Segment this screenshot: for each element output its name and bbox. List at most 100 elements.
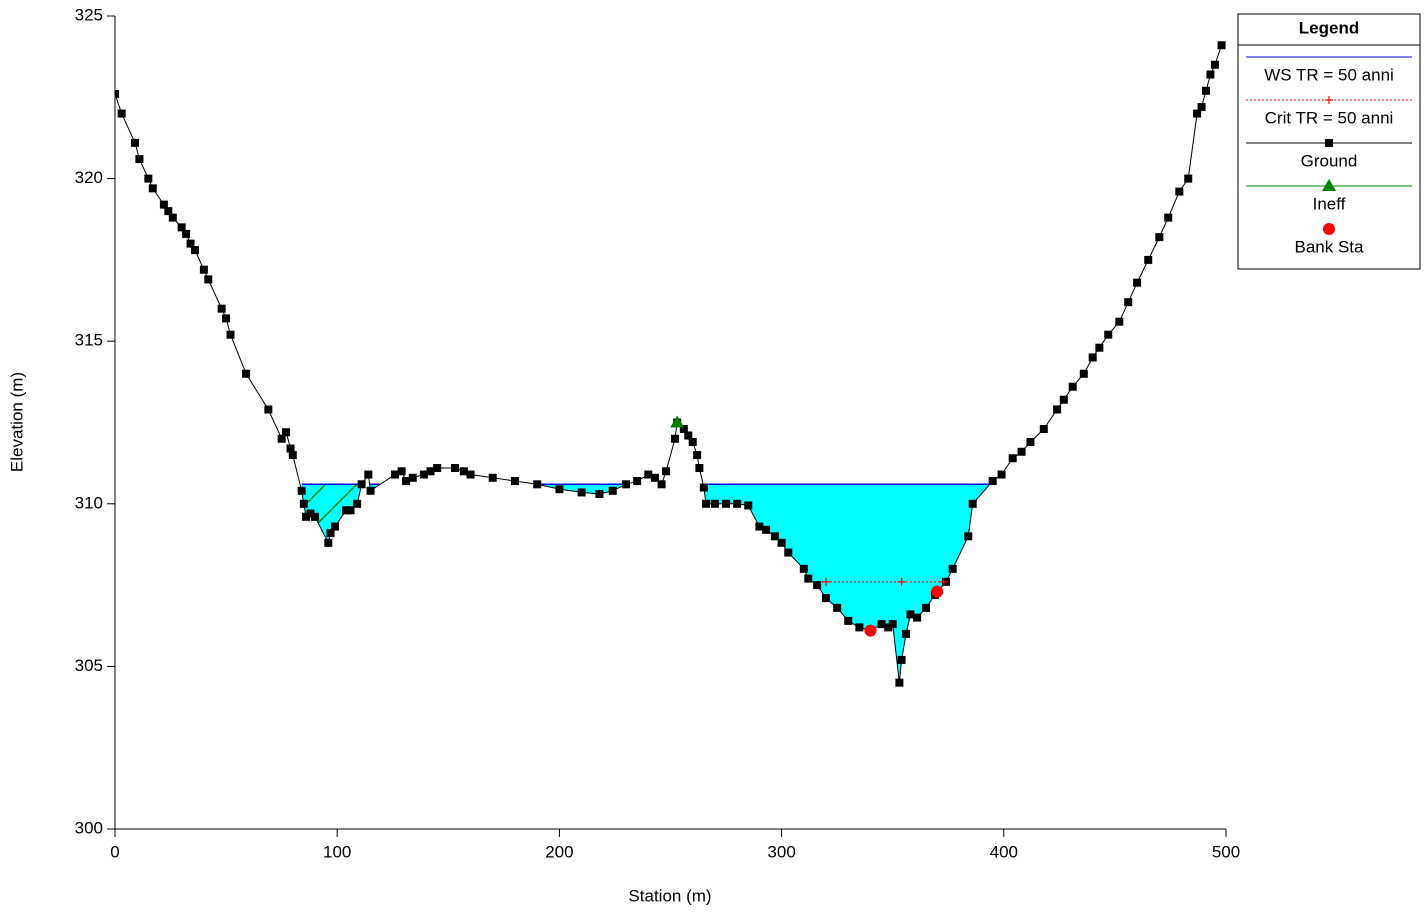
ground-point bbox=[988, 477, 997, 486]
ground-point bbox=[148, 184, 157, 193]
legend-label: Ineff bbox=[1313, 194, 1346, 213]
ground-point bbox=[264, 405, 273, 414]
ground-point bbox=[608, 486, 617, 495]
legend-label: Bank Sta bbox=[1295, 237, 1365, 256]
x-tick-label: 300 bbox=[767, 842, 795, 861]
ground-point bbox=[695, 464, 704, 473]
ground-point bbox=[533, 480, 542, 489]
ground-point bbox=[1144, 255, 1153, 264]
ground-point bbox=[895, 678, 904, 687]
ground-point bbox=[277, 434, 286, 443]
ground-point bbox=[744, 501, 753, 510]
ground-point bbox=[459, 467, 468, 476]
ground-point bbox=[242, 369, 251, 378]
ground-point bbox=[390, 470, 399, 479]
ground-point bbox=[688, 438, 697, 447]
ground-point bbox=[1217, 41, 1226, 50]
ground-point bbox=[1164, 213, 1173, 222]
crit-point bbox=[897, 577, 906, 586]
axes: 0 100 200 300 400 500 300 305 310 315 320 325 bbox=[75, 5, 1241, 861]
ground-point bbox=[366, 486, 375, 495]
x-tick-label: 0 bbox=[110, 842, 119, 861]
ground-point bbox=[702, 499, 711, 508]
ground-point bbox=[968, 499, 977, 508]
ground-point bbox=[130, 138, 139, 147]
x-tick-label: 100 bbox=[323, 842, 351, 861]
legend-label: WS TR = 50 anni bbox=[1264, 65, 1394, 84]
y-tick-label: 320 bbox=[75, 168, 103, 187]
ground-point bbox=[877, 620, 886, 629]
ground-point bbox=[164, 207, 173, 216]
ground-point bbox=[855, 623, 864, 632]
ground-point bbox=[1155, 233, 1164, 242]
bank-station bbox=[931, 585, 944, 598]
ground-point bbox=[135, 155, 144, 164]
ground-point bbox=[450, 464, 459, 473]
ground-point bbox=[650, 473, 659, 482]
ground-point bbox=[408, 473, 417, 482]
ground-point bbox=[282, 428, 291, 437]
ground-point bbox=[997, 470, 1006, 479]
ground-point bbox=[770, 532, 779, 541]
ground-point bbox=[286, 444, 295, 453]
ground-point bbox=[1059, 395, 1068, 404]
ground-point bbox=[710, 499, 719, 508]
ground-point bbox=[159, 200, 168, 209]
ground-point bbox=[1175, 187, 1184, 196]
ground-point bbox=[466, 470, 475, 479]
ground-point bbox=[433, 464, 442, 473]
ground-point bbox=[1193, 109, 1202, 118]
legend-marker bbox=[1325, 139, 1333, 147]
legend-marker bbox=[1322, 179, 1336, 191]
legend-marker bbox=[1325, 96, 1333, 104]
ground-point bbox=[217, 304, 226, 313]
ground-point bbox=[684, 431, 693, 440]
ground-point bbox=[833, 603, 842, 612]
ground-point bbox=[402, 477, 411, 486]
ground-point bbox=[1104, 330, 1113, 339]
ground-point bbox=[397, 467, 406, 476]
ground-point bbox=[1008, 454, 1017, 463]
ground-point bbox=[897, 655, 906, 664]
ground-point bbox=[204, 275, 213, 284]
ground-point bbox=[913, 613, 922, 622]
ground-point bbox=[577, 488, 586, 497]
ground-point bbox=[117, 109, 126, 118]
ground-point bbox=[1202, 86, 1211, 95]
ground-point bbox=[330, 522, 339, 531]
y-axis-label: Elevation (m) bbox=[7, 372, 26, 472]
ground-point bbox=[177, 223, 186, 232]
ground-point bbox=[595, 490, 604, 499]
legend-label: Crit TR = 50 anni bbox=[1265, 108, 1394, 127]
ground-point bbox=[657, 480, 666, 489]
ground-point bbox=[699, 483, 708, 492]
ground-point bbox=[964, 532, 973, 541]
ground-point bbox=[488, 473, 497, 482]
ground-point bbox=[1095, 343, 1104, 352]
ground-point bbox=[844, 616, 853, 625]
ground-point bbox=[342, 506, 351, 515]
ground-point bbox=[799, 564, 808, 573]
ground-point bbox=[1184, 174, 1193, 183]
ground-point bbox=[1079, 369, 1088, 378]
ground-point bbox=[186, 239, 195, 248]
ground-point bbox=[302, 512, 311, 521]
ground-point bbox=[346, 506, 355, 515]
y-tick-label: 310 bbox=[75, 493, 103, 512]
ground-point bbox=[777, 538, 786, 547]
ground-point bbox=[693, 451, 702, 460]
ground-point bbox=[948, 564, 957, 573]
ground-point bbox=[353, 499, 362, 508]
ground-point bbox=[297, 486, 306, 495]
ground-point bbox=[555, 485, 564, 494]
ground-point bbox=[784, 548, 793, 557]
ground-point bbox=[1133, 278, 1142, 287]
ground-point bbox=[168, 213, 177, 222]
ground-point bbox=[419, 470, 428, 479]
ground-point bbox=[906, 610, 915, 619]
ground-point bbox=[733, 499, 742, 508]
crit-point bbox=[939, 577, 948, 586]
crit-point bbox=[822, 577, 831, 586]
ground-point bbox=[510, 477, 519, 486]
